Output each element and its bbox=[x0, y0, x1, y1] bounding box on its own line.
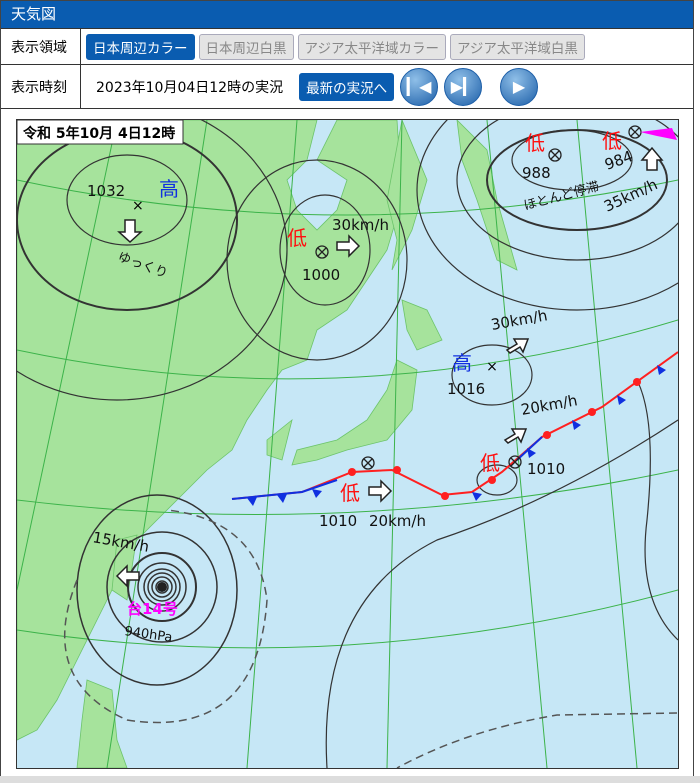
area-asia-color-button[interactable]: アジア太平洋域カラー bbox=[297, 33, 446, 60]
area-japan-color-button[interactable]: 日本周辺カラー bbox=[86, 33, 195, 60]
typhoon-isobars bbox=[76, 494, 238, 686]
skip-next-icon[interactable]: ▶▎ bbox=[444, 67, 483, 106]
low-label: 低 bbox=[480, 451, 500, 475]
area-japan-mono-button[interactable]: 日本周辺白黒 bbox=[198, 33, 294, 60]
pressure-label: 1010 bbox=[527, 460, 565, 478]
land bbox=[16, 118, 518, 769]
pressure-label: 1010 bbox=[319, 512, 357, 530]
map-stamp-box bbox=[16, 119, 184, 145]
time-label: 表示時刻 bbox=[1, 65, 81, 108]
current-time: 2023年10月04日12時の実況 bbox=[96, 79, 284, 96]
svg-text:×: × bbox=[486, 359, 498, 375]
bottom-edge bbox=[0, 776, 700, 783]
pressure-label: 1000 bbox=[302, 266, 340, 284]
motion-arrows bbox=[115, 146, 664, 588]
stationary-front bbox=[231, 351, 679, 500]
storm-warning-area bbox=[64, 509, 268, 724]
low-label: 低 bbox=[525, 131, 545, 155]
pressure-label: 988 bbox=[522, 164, 551, 182]
lat-lon-grid bbox=[16, 119, 679, 769]
typhoon-eye bbox=[157, 582, 167, 592]
area-asia-mono-button[interactable]: アジア太平洋域白黒 bbox=[449, 33, 585, 60]
typhoon-pressure: 940hPa bbox=[123, 624, 173, 646]
high-label: 高 bbox=[452, 351, 472, 375]
area-row: 表示領域 日本周辺カラー 日本周辺白黒 アジア太平洋域カラー アジア太平洋域白黒 bbox=[1, 29, 693, 65]
pressure-label: 1032 bbox=[87, 182, 125, 200]
low-label: 低 bbox=[602, 129, 622, 153]
pressure-label: 1016 bbox=[447, 380, 485, 398]
area-label: 表示領域 bbox=[1, 29, 81, 64]
low-label: 低 bbox=[340, 481, 360, 505]
skip-first-icon[interactable]: ▎◀ bbox=[400, 67, 439, 106]
typhoon-name: 台14号 bbox=[127, 600, 178, 618]
motion-label: 30km/h bbox=[332, 216, 389, 234]
weather-map: × × 高 1032 ゆっくり 低 1000 30km/h 低 988 ほとんど… bbox=[0, 69, 700, 769]
map-timestamp: 令和 5年10月 4日12時 bbox=[22, 125, 175, 142]
time-row: 表示時刻 2023年10月04日12時の実況 最新の実況へ ▎◀ ▶▎ ▶ bbox=[1, 65, 693, 109]
motion-label: 20km/h bbox=[369, 512, 426, 530]
panel-title: 天気図 bbox=[1, 1, 693, 29]
low-label: 低 bbox=[287, 226, 307, 250]
high-label: 高 bbox=[159, 177, 179, 201]
latest-button[interactable]: 最新の実況へ bbox=[299, 72, 395, 101]
svg-text:×: × bbox=[132, 198, 144, 214]
play-icon[interactable]: ▶ bbox=[500, 67, 539, 106]
